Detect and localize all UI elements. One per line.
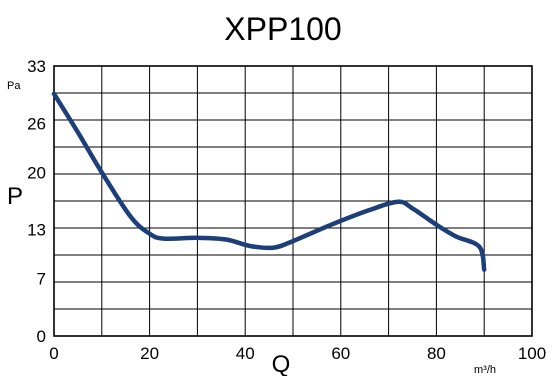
y-tick-label: 7 bbox=[37, 270, 46, 289]
y-tick-label: 33 bbox=[27, 57, 46, 76]
y-tick-label: 0 bbox=[37, 327, 46, 346]
chart-title: XPP100 bbox=[224, 11, 341, 47]
y-unit-label: Pa bbox=[7, 80, 21, 92]
x-unit-label: m³/h bbox=[474, 364, 496, 376]
series-layer bbox=[51, 91, 487, 272]
x-tick-label: 60 bbox=[331, 344, 350, 363]
grid bbox=[54, 66, 532, 336]
plot-frame bbox=[53, 65, 533, 337]
x-tick-label: 100 bbox=[518, 344, 546, 363]
tick-labels: 0 20 40 60 80 100 0 7 13 20 26 33 bbox=[27, 57, 546, 363]
x-tick-label: 0 bbox=[49, 344, 58, 363]
x-tick-label: 20 bbox=[140, 344, 159, 363]
x-axis-label: Q bbox=[272, 351, 291, 376]
y-tick-label: 26 bbox=[27, 114, 46, 133]
x-tick-label: 40 bbox=[236, 344, 255, 363]
y-tick-label: 13 bbox=[27, 221, 46, 240]
x-tick-label: 80 bbox=[427, 344, 446, 363]
y-axis-label: P bbox=[7, 183, 23, 210]
y-tick-label: 20 bbox=[27, 163, 46, 182]
